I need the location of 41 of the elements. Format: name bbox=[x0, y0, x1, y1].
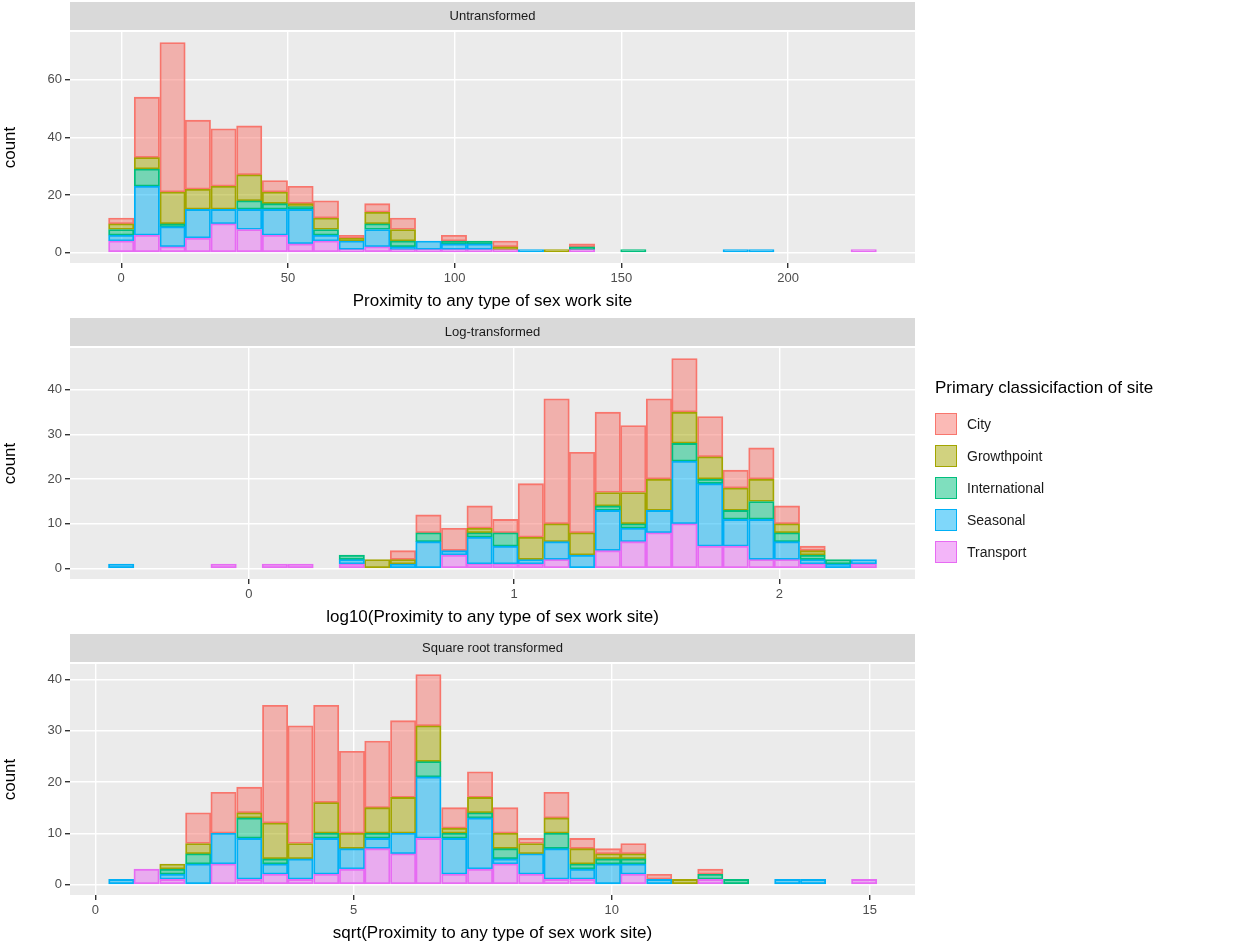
y-tick-label: 20 bbox=[47, 773, 62, 789]
x-axis-title: sqrt(Proximity to any type of sex work site) bbox=[332, 923, 653, 943]
y-tick-label: 10 bbox=[47, 515, 62, 531]
legend-label: City bbox=[967, 416, 992, 432]
y-axis-title: count bbox=[0, 126, 19, 169]
x-tick-label: 1 bbox=[510, 586, 518, 602]
x-tick-label: 0 bbox=[117, 270, 125, 286]
x-tick-label: 200 bbox=[777, 270, 799, 286]
x-tick-label: 5 bbox=[349, 902, 358, 918]
x-tick-label: 100 bbox=[443, 270, 466, 286]
y-tick-label: 20 bbox=[47, 470, 62, 486]
x-tick-label: 150 bbox=[610, 270, 633, 286]
y-axis-title: count bbox=[0, 758, 19, 801]
x-tick-label: 0 bbox=[245, 586, 253, 602]
y-tick-label: 40 bbox=[47, 129, 62, 145]
legend-label: Transport bbox=[967, 544, 1027, 560]
y-axis-title: count bbox=[0, 442, 19, 485]
legend-title: Primary classicifaction of site bbox=[935, 378, 1154, 398]
y-tick-label: 40 bbox=[47, 381, 62, 397]
legend-label: International bbox=[967, 480, 1045, 496]
x-tick-label: 10 bbox=[604, 902, 619, 918]
y-tick-label: 40 bbox=[47, 671, 62, 687]
y-tick-label: 20 bbox=[47, 186, 62, 202]
x-tick-label: 0 bbox=[91, 902, 100, 918]
y-tick-label: 0 bbox=[54, 244, 62, 260]
y-tick-label: 0 bbox=[54, 560, 62, 576]
x-axis-title: Proximity to any type of sex work site bbox=[352, 291, 633, 311]
chart-title: Log-transformed bbox=[444, 323, 541, 339]
chart-title: Untransformed bbox=[449, 7, 536, 23]
x-tick-label: 50 bbox=[280, 270, 296, 286]
legend-label: Growthpoint bbox=[967, 448, 1043, 464]
y-tick-label: 0 bbox=[54, 876, 62, 892]
y-tick-label: 30 bbox=[47, 722, 62, 738]
chart-title: Square root transformed bbox=[422, 639, 563, 655]
y-tick-label: 10 bbox=[47, 824, 62, 840]
x-axis-title: log10(Proximity to any type of sex work site) bbox=[326, 607, 659, 627]
x-tick-label: 2 bbox=[775, 586, 784, 602]
x-tick-label: 15 bbox=[862, 902, 878, 918]
legend-label: Seasonal bbox=[967, 512, 1026, 528]
y-tick-label: 30 bbox=[47, 426, 62, 442]
y-tick-label: 60 bbox=[47, 71, 62, 87]
